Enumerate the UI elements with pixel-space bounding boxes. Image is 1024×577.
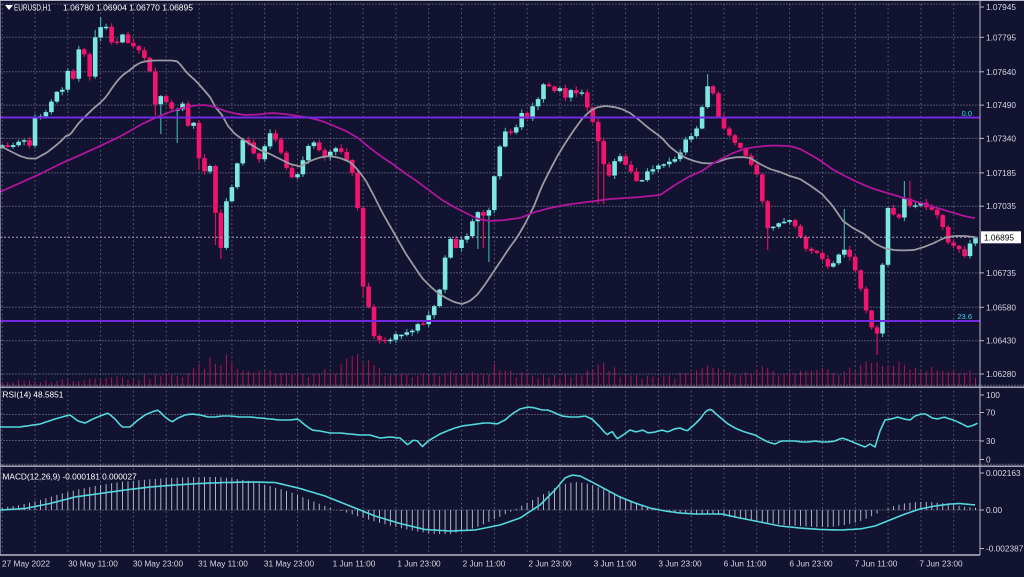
svg-text:0.0: 0.0 — [962, 109, 972, 118]
svg-text:7 Jun 11:00: 7 Jun 11:00 — [855, 559, 898, 569]
svg-text:0.00: 0.00 — [986, 505, 1003, 515]
svg-text:3 Jun 11:00: 3 Jun 11:00 — [594, 559, 637, 569]
svg-text:1.06780 1.06904 1.06770 1.0689: 1.06780 1.06904 1.06770 1.06895 — [63, 3, 193, 13]
svg-text:27 May 2022: 27 May 2022 — [2, 559, 50, 569]
svg-text:0.002163: 0.002163 — [986, 468, 1021, 478]
svg-text:1.06895: 1.06895 — [984, 232, 1014, 242]
svg-text:3 Jun 23:00: 3 Jun 23:00 — [658, 559, 702, 569]
svg-text:-0.002387: -0.002387 — [986, 544, 1024, 554]
svg-text:1.06280: 1.06280 — [986, 369, 1016, 379]
svg-text:1.07945: 1.07945 — [986, 2, 1016, 12]
svg-text:0: 0 — [986, 455, 991, 465]
svg-text:6 Jun 23:00: 6 Jun 23:00 — [789, 559, 833, 569]
svg-text:RSI(14) 48.5851: RSI(14) 48.5851 — [3, 390, 64, 400]
svg-text:31 May 11:00: 31 May 11:00 — [198, 559, 248, 569]
svg-text:1.06580: 1.06580 — [986, 302, 1016, 312]
svg-text:70: 70 — [986, 408, 996, 418]
svg-text:1.06430: 1.06430 — [986, 336, 1016, 346]
svg-text:1.07185: 1.07185 — [986, 168, 1016, 178]
svg-text:30 May 23:00: 30 May 23:00 — [133, 559, 184, 569]
svg-text:1.07640: 1.07640 — [986, 67, 1016, 77]
svg-text:2 Jun 11:00: 2 Jun 11:00 — [463, 559, 506, 569]
svg-text:30: 30 — [986, 436, 996, 446]
svg-text:1.07340: 1.07340 — [986, 133, 1016, 143]
svg-text:6 Jun 11:00: 6 Jun 11:00 — [724, 559, 767, 569]
svg-text:2 Jun 23:00: 2 Jun 23:00 — [528, 559, 572, 569]
svg-text:100: 100 — [986, 390, 1000, 400]
svg-text:31 May 23:00: 31 May 23:00 — [264, 559, 315, 569]
svg-text:MACD(12,26,9) -0.000181 0.0000: MACD(12,26,9) -0.000181 0.000027 — [3, 472, 138, 482]
svg-text:1.06735: 1.06735 — [986, 268, 1016, 278]
svg-text:23.6: 23.6 — [957, 312, 972, 321]
svg-text:1.07795: 1.07795 — [986, 32, 1016, 42]
svg-text:1.07035: 1.07035 — [986, 201, 1016, 211]
svg-text:7 Jun 23:00: 7 Jun 23:00 — [919, 559, 963, 569]
svg-text:1 Jun 23:00: 1 Jun 23:00 — [397, 559, 441, 569]
svg-text:EURUSD,H1: EURUSD,H1 — [14, 3, 51, 13]
svg-text:30 May 11:00: 30 May 11:00 — [68, 559, 118, 569]
svg-text:1.07490: 1.07490 — [986, 100, 1016, 110]
svg-text:1 Jun 11:00: 1 Jun 11:00 — [333, 559, 376, 569]
